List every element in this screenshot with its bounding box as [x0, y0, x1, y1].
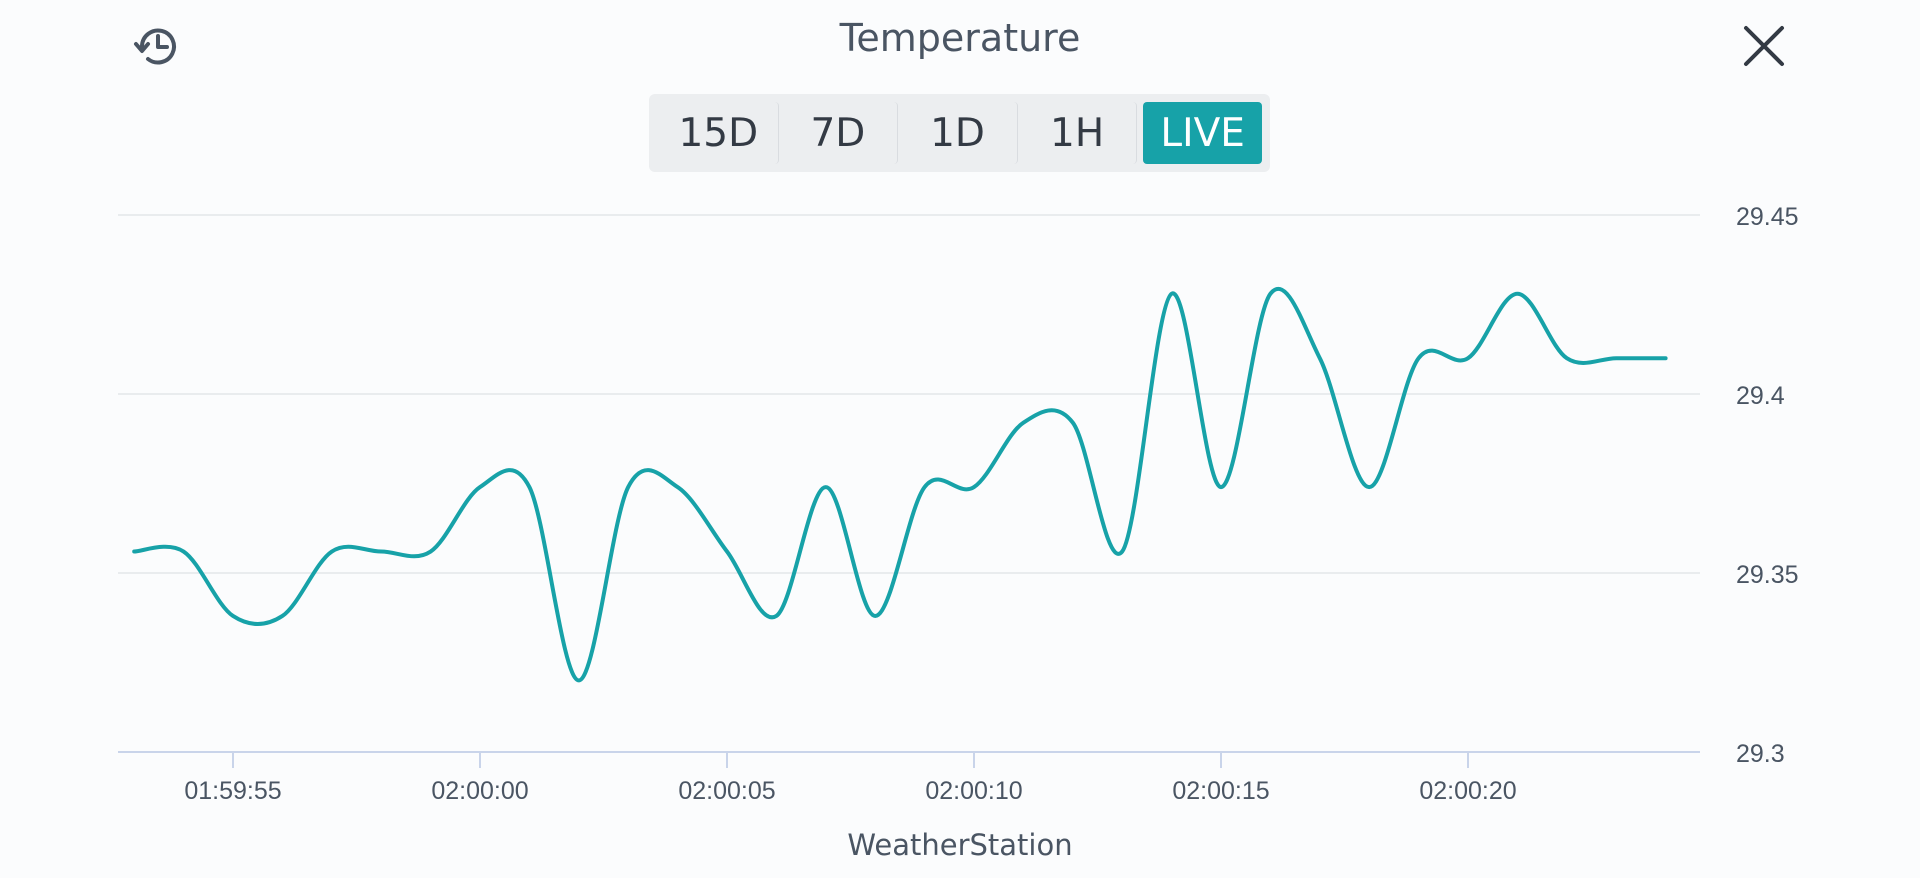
range-live-button[interactable]: LIVE: [1143, 102, 1262, 164]
x-tick-label: 02:00:10: [925, 777, 1022, 805]
x-tick-label: 02:00:05: [678, 777, 775, 805]
x-tick-label: 02:00:15: [1172, 777, 1269, 805]
range-7d-button[interactable]: 7D: [779, 102, 899, 164]
y-tick-label: 29.4: [1736, 382, 1785, 410]
range-selector: 15D 7D 1D 1H LIVE: [649, 94, 1270, 172]
x-tick-label: 02:00:00: [431, 777, 528, 805]
close-icon: [1744, 26, 1784, 66]
series-line-0: [132, 286, 1668, 683]
close-button[interactable]: [1736, 18, 1792, 74]
x-tick-label: 02:00:20: [1419, 777, 1516, 805]
range-15d-button[interactable]: 15D: [659, 102, 779, 164]
range-1h-button[interactable]: 1H: [1018, 102, 1138, 164]
x-tick-label: 01:59:55: [184, 777, 281, 805]
y-tick-label: 29.35: [1736, 561, 1799, 589]
x-axis-label: WeatherStation: [847, 828, 1073, 862]
history-button[interactable]: [128, 18, 184, 74]
history-icon: [134, 28, 176, 65]
page-title: Temperature: [839, 16, 1081, 60]
y-tick-label: 29.45: [1736, 203, 1799, 231]
y-tick-label: 29.3: [1736, 740, 1785, 768]
range-1d-button[interactable]: 1D: [898, 102, 1018, 164]
